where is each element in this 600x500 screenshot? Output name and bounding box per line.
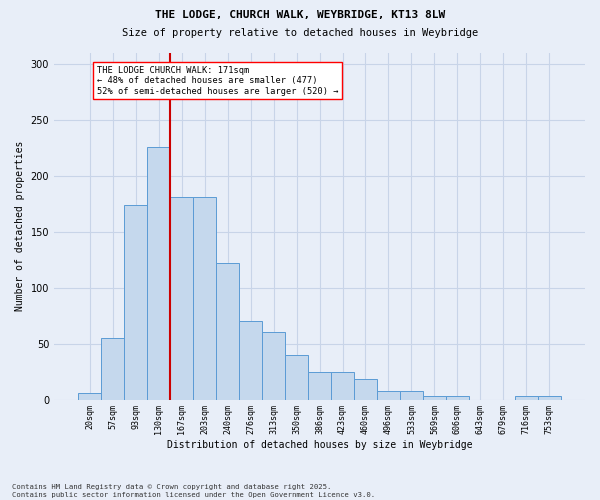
- Bar: [423, 396, 446, 400]
- Bar: [124, 205, 147, 400]
- Bar: [170, 197, 193, 400]
- Bar: [308, 372, 331, 400]
- Y-axis label: Number of detached properties: Number of detached properties: [15, 141, 25, 311]
- X-axis label: Distribution of detached houses by size in Weybridge: Distribution of detached houses by size …: [167, 440, 472, 450]
- Text: THE LODGE, CHURCH WALK, WEYBRIDGE, KT13 8LW: THE LODGE, CHURCH WALK, WEYBRIDGE, KT13 …: [155, 10, 445, 20]
- Bar: [400, 390, 423, 400]
- Bar: [331, 372, 354, 400]
- Bar: [515, 396, 538, 400]
- Bar: [216, 263, 239, 400]
- Bar: [377, 390, 400, 400]
- Bar: [538, 396, 561, 400]
- Text: Size of property relative to detached houses in Weybridge: Size of property relative to detached ho…: [122, 28, 478, 38]
- Text: Contains HM Land Registry data © Crown copyright and database right 2025.
Contai: Contains HM Land Registry data © Crown c…: [12, 484, 375, 498]
- Bar: [193, 197, 216, 400]
- Bar: [147, 146, 170, 400]
- Bar: [446, 396, 469, 400]
- Bar: [239, 321, 262, 400]
- Bar: [78, 393, 101, 400]
- Bar: [354, 380, 377, 400]
- Bar: [262, 332, 285, 400]
- Bar: [101, 338, 124, 400]
- Text: THE LODGE CHURCH WALK: 171sqm
← 48% of detached houses are smaller (477)
52% of : THE LODGE CHURCH WALK: 171sqm ← 48% of d…: [97, 66, 338, 96]
- Bar: [285, 355, 308, 400]
